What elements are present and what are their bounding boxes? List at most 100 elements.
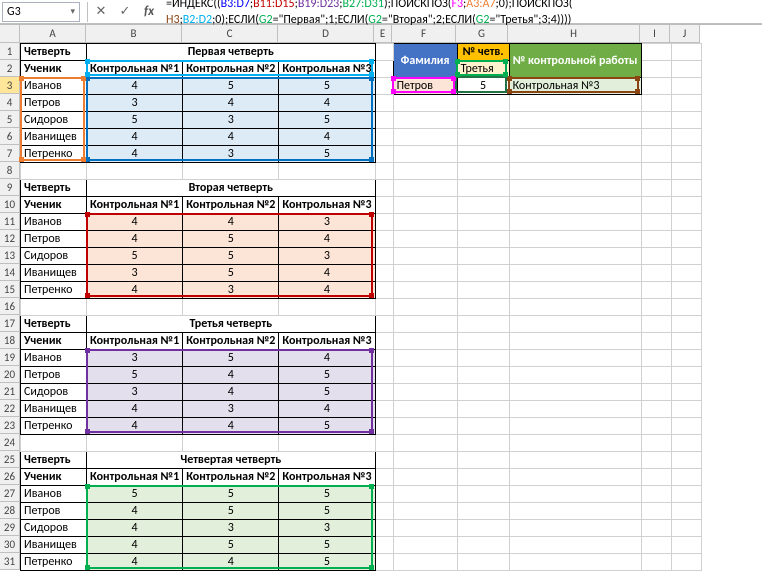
- cell[interactable]: Иванов: [21, 214, 87, 231]
- cell[interactable]: [393, 401, 457, 418]
- cell[interactable]: [671, 401, 701, 418]
- cell[interactable]: 4: [87, 78, 183, 95]
- cell[interactable]: 4: [87, 554, 183, 571]
- cell[interactable]: [671, 112, 701, 129]
- cell[interactable]: Ученик: [21, 197, 87, 214]
- cell[interactable]: [393, 316, 457, 333]
- cell[interactable]: Петренко: [21, 146, 87, 163]
- cell[interactable]: [671, 469, 701, 486]
- cell[interactable]: [183, 299, 279, 316]
- cell[interactable]: [375, 231, 393, 248]
- cell[interactable]: Четверть: [21, 44, 87, 61]
- cell[interactable]: Петров: [21, 231, 87, 248]
- cell[interactable]: [641, 350, 671, 367]
- cell[interactable]: [183, 435, 279, 452]
- cell[interactable]: [393, 503, 457, 520]
- cell[interactable]: [393, 214, 457, 231]
- cell[interactable]: 4: [183, 95, 279, 112]
- cell[interactable]: [457, 95, 509, 112]
- row-header[interactable]: 18: [0, 332, 20, 349]
- cell[interactable]: [509, 367, 641, 384]
- cell[interactable]: [671, 520, 701, 537]
- cell[interactable]: [375, 282, 393, 299]
- cell[interactable]: 3: [87, 384, 183, 401]
- cell[interactable]: Третья четверть: [87, 316, 376, 333]
- cell[interactable]: [641, 367, 671, 384]
- cell[interactable]: Ученик: [21, 61, 87, 78]
- sheet-cells[interactable]: ЧетвертьПервая четвертьФамилия№ четв.№ к…: [20, 43, 702, 571]
- cell[interactable]: [393, 350, 457, 367]
- cell[interactable]: [509, 401, 641, 418]
- cell[interactable]: [393, 452, 457, 469]
- cell[interactable]: 5: [183, 231, 279, 248]
- cell[interactable]: [641, 163, 671, 180]
- cell[interactable]: [21, 163, 87, 180]
- cell[interactable]: 5: [279, 112, 375, 129]
- cell[interactable]: [641, 95, 671, 112]
- cell[interactable]: 5: [87, 367, 183, 384]
- cell[interactable]: [279, 299, 375, 316]
- row-header[interactable]: 16: [0, 298, 20, 315]
- cell[interactable]: [671, 214, 701, 231]
- cell[interactable]: [641, 401, 671, 418]
- cell[interactable]: 4: [183, 418, 279, 435]
- cell[interactable]: 5: [87, 486, 183, 503]
- cell[interactable]: [509, 282, 641, 299]
- cell[interactable]: 4: [87, 401, 183, 418]
- cell[interactable]: [641, 180, 671, 197]
- row-header[interactable]: 26: [0, 468, 20, 485]
- cell[interactable]: Контрольная №2: [183, 333, 279, 350]
- cell[interactable]: 5: [279, 384, 375, 401]
- cell[interactable]: Контрольная №1: [87, 61, 183, 78]
- row-header[interactable]: 20: [0, 366, 20, 383]
- column-header[interactable]: J: [670, 25, 700, 43]
- row-header[interactable]: 30: [0, 536, 20, 553]
- cell[interactable]: [641, 299, 671, 316]
- cell[interactable]: [641, 435, 671, 452]
- column-header[interactable]: I: [640, 25, 670, 43]
- cell[interactable]: [641, 520, 671, 537]
- cell[interactable]: [457, 180, 509, 197]
- cell[interactable]: [393, 197, 457, 214]
- row-header[interactable]: 1: [0, 43, 20, 60]
- cell[interactable]: Петров: [21, 367, 87, 384]
- cell[interactable]: 3: [87, 350, 183, 367]
- cell[interactable]: № контрольной работы: [509, 44, 641, 78]
- cell[interactable]: 5: [183, 248, 279, 265]
- cell[interactable]: 3: [183, 520, 279, 537]
- cell[interactable]: 4: [87, 537, 183, 554]
- cell[interactable]: 5: [183, 78, 279, 95]
- column-header[interactable]: B: [86, 25, 182, 43]
- cell[interactable]: [393, 486, 457, 503]
- cell[interactable]: [671, 367, 701, 384]
- cell[interactable]: [457, 367, 509, 384]
- cell[interactable]: [375, 129, 393, 146]
- cell[interactable]: [457, 197, 509, 214]
- cell[interactable]: 3: [183, 112, 279, 129]
- cell[interactable]: [375, 61, 393, 78]
- cell[interactable]: [641, 469, 671, 486]
- cell[interactable]: [393, 537, 457, 554]
- cell[interactable]: 5: [183, 503, 279, 520]
- cell[interactable]: [393, 469, 457, 486]
- cell[interactable]: [457, 248, 509, 265]
- cell[interactable]: [393, 299, 457, 316]
- cell[interactable]: 3: [279, 214, 375, 231]
- cell[interactable]: [671, 486, 701, 503]
- cell[interactable]: [509, 520, 641, 537]
- cell[interactable]: 3: [279, 520, 375, 537]
- cell[interactable]: Иванищев: [21, 401, 87, 418]
- cell[interactable]: [509, 503, 641, 520]
- cell[interactable]: [375, 146, 393, 163]
- cell[interactable]: [641, 452, 671, 469]
- cell[interactable]: [457, 554, 509, 571]
- cell[interactable]: Ученик: [21, 333, 87, 350]
- cell[interactable]: [509, 554, 641, 571]
- cell[interactable]: [375, 163, 393, 180]
- cell[interactable]: [375, 180, 393, 197]
- cell[interactable]: [641, 503, 671, 520]
- cell[interactable]: [671, 384, 701, 401]
- cell[interactable]: 5: [183, 265, 279, 282]
- cell[interactable]: [393, 95, 457, 112]
- cell[interactable]: [393, 333, 457, 350]
